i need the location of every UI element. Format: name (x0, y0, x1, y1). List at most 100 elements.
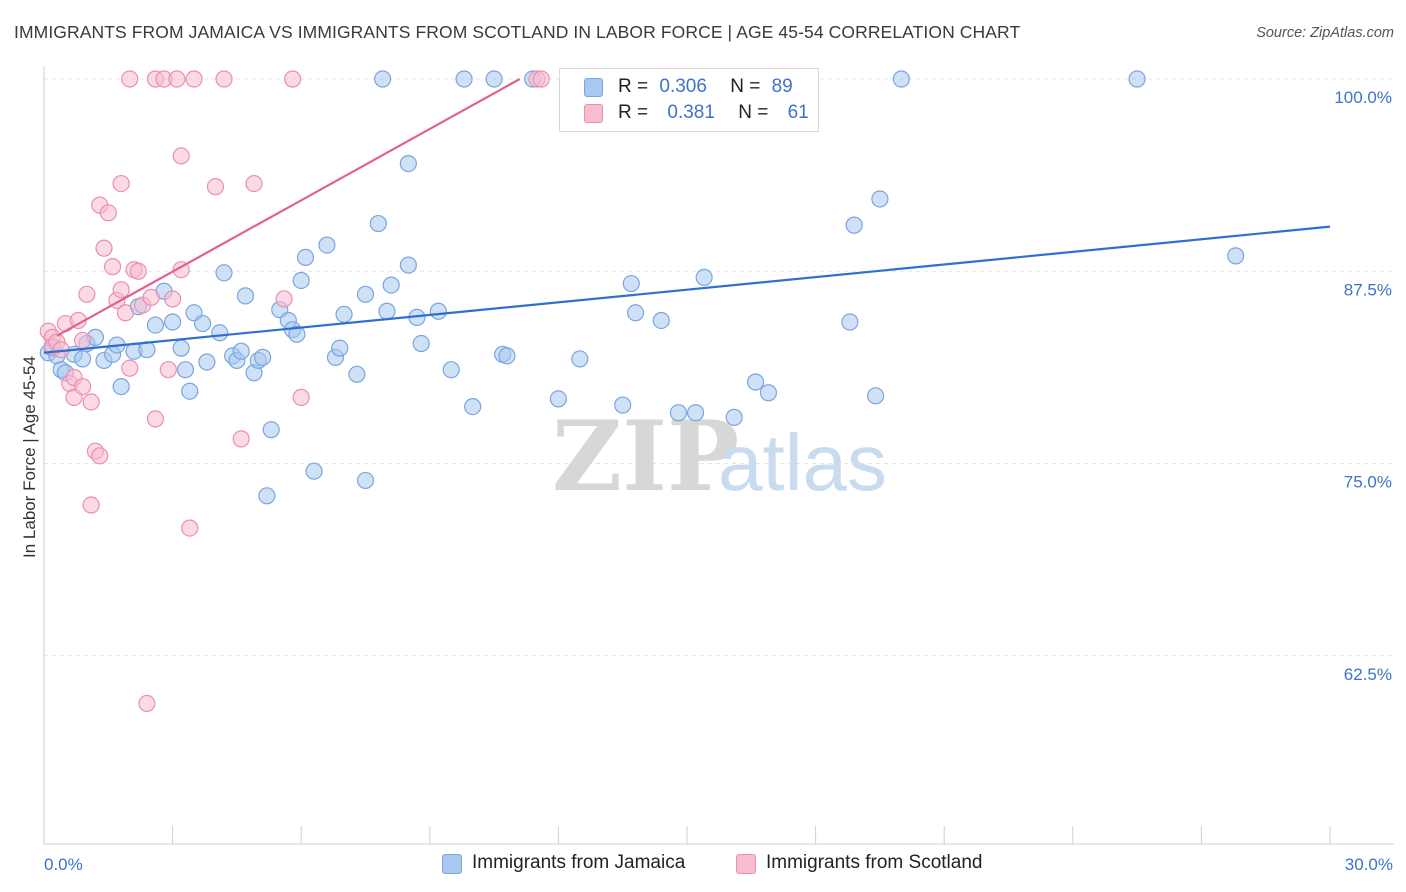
chart-title: IMMIGRANTS FROM JAMAICA VS IMMIGRANTS FR… (14, 22, 1021, 42)
watermark: ZIP atlas (552, 400, 887, 513)
data-point (867, 387, 885, 405)
data-point (164, 290, 182, 308)
source-credit: Source: ZipAtlas.com (1256, 25, 1394, 41)
data-point (116, 304, 135, 322)
data-point (455, 70, 473, 88)
r-label: R = (618, 76, 649, 97)
legend-swatch-scotland (584, 104, 603, 123)
series-scotland-points (39, 70, 550, 713)
r-value-scotland: 0.381 (667, 102, 715, 123)
data-point (429, 302, 447, 320)
data-point (1227, 247, 1245, 265)
data-point (82, 496, 100, 514)
data-point (571, 350, 589, 368)
data-point (652, 311, 670, 330)
n-value-scotland: 61 (787, 102, 809, 123)
y-tick-label: 100.0% (1334, 88, 1392, 107)
data-point (695, 268, 713, 287)
data-point (841, 313, 859, 331)
watermark-atlas: atlas (718, 418, 887, 507)
correlation-legend: R = 0.306 N = 89 R = 0.381 N = 61 (559, 68, 819, 132)
axes (43, 66, 1394, 845)
data-point (112, 174, 130, 193)
data-point (164, 313, 182, 331)
data-point (335, 305, 353, 323)
data-point (99, 204, 117, 222)
data-point (181, 519, 199, 537)
watermark-zip: ZIP (552, 400, 739, 513)
data-point (626, 304, 645, 322)
data-point (129, 262, 147, 280)
data-point (532, 70, 550, 88)
data-point (746, 373, 765, 391)
data-point (258, 487, 276, 505)
data-point (759, 384, 778, 402)
legend-label-scotland: Immigrants from Scotland (766, 852, 983, 873)
data-point (232, 342, 250, 360)
data-point (73, 350, 92, 368)
data-point (245, 174, 263, 193)
data-point (138, 694, 156, 713)
data-point (399, 154, 417, 173)
data-point (1128, 70, 1146, 88)
data-point (91, 447, 109, 465)
data-point (669, 404, 688, 422)
data-point (215, 264, 233, 282)
data-point (112, 378, 130, 396)
y-axis-title: In Labor Force | Age 45-54 (20, 356, 39, 558)
data-point (412, 334, 430, 353)
data-point (232, 430, 250, 448)
trend-lines (43, 78, 1331, 354)
series-legend: Immigrants from Jamaica Immigrants from … (0, 852, 1406, 878)
data-point (236, 287, 255, 305)
data-point (112, 281, 130, 299)
data-point (549, 390, 568, 408)
data-point (356, 471, 375, 490)
data-point (374, 70, 392, 88)
data-point (181, 382, 199, 400)
data-point (142, 288, 160, 306)
data-point (211, 324, 229, 342)
data-point (622, 274, 640, 293)
data-point (198, 353, 216, 371)
data-point (95, 239, 113, 257)
data-point (73, 378, 92, 396)
data-point (378, 302, 396, 320)
data-point (348, 365, 366, 383)
data-point (206, 178, 225, 196)
n-label: N = (730, 76, 761, 97)
data-point (168, 70, 186, 88)
data-point (121, 70, 139, 88)
y-tick-label: 75.0% (1344, 473, 1392, 492)
data-point (288, 325, 306, 343)
data-point (318, 236, 336, 254)
data-point (686, 404, 705, 422)
legend-swatch-jamaica (442, 854, 462, 874)
data-point (369, 214, 387, 233)
data-point (146, 316, 165, 334)
data-point (464, 397, 482, 416)
trend-line-scotland (56, 78, 521, 337)
r-value-jamaica: 0.306 (659, 76, 707, 97)
data-point (172, 147, 190, 165)
grid-lines (44, 78, 1394, 657)
data-point (194, 314, 212, 333)
data-point (262, 421, 280, 439)
x-tick-label: 30.0% (1345, 855, 1393, 874)
data-point (331, 339, 349, 357)
data-point (614, 396, 632, 414)
r-label: R = (618, 102, 649, 123)
data-point (399, 256, 417, 274)
data-point (146, 410, 165, 428)
data-point (73, 331, 92, 350)
data-point (215, 70, 233, 88)
data-point (296, 248, 315, 267)
data-point (284, 70, 302, 88)
data-point (159, 361, 177, 379)
data-point (82, 393, 100, 411)
data-point (254, 348, 272, 366)
data-point (292, 388, 310, 406)
data-point (485, 70, 503, 88)
data-point (103, 258, 122, 276)
